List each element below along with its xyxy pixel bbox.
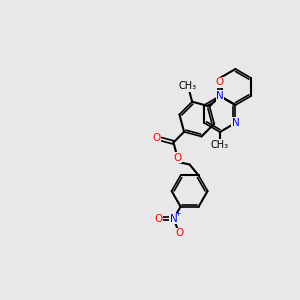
Text: O: O (216, 77, 224, 88)
Text: O: O (173, 152, 181, 163)
Text: CH₃: CH₃ (179, 81, 197, 92)
Text: N: N (216, 91, 224, 101)
Text: O: O (154, 214, 162, 224)
Text: O: O (152, 133, 161, 143)
Text: +: + (174, 209, 181, 218)
Text: N: N (170, 214, 178, 224)
Text: N: N (232, 118, 239, 128)
Text: CH₃: CH₃ (211, 140, 229, 150)
Text: O: O (175, 228, 183, 238)
